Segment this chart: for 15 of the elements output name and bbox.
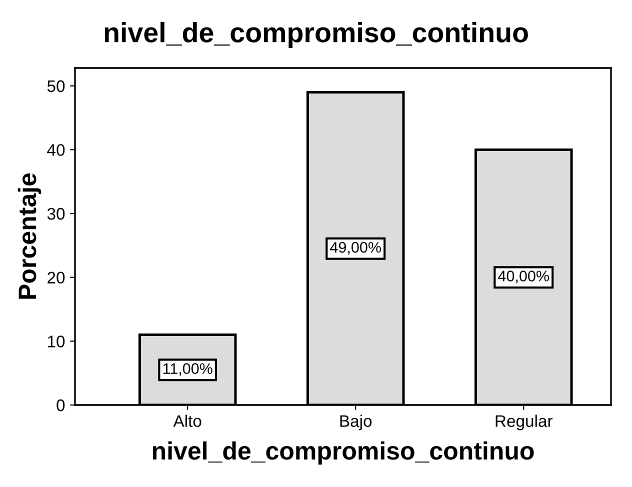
data-label: 49,00% [330,242,381,255]
x-tick-label: Bajo [340,414,372,430]
y-axis-title: Porcentaje [18,173,42,299]
x-tick-label: Regular [496,414,553,430]
y-tick-label: 10 [48,336,65,348]
data-label: 11,00% [163,363,212,376]
x-tick-label: Alto [173,414,202,427]
chart-title: nivel_de_compromiso_continuo [104,22,528,48]
y-tick-label: 0 [56,399,65,412]
y-tick-label: 30 [47,208,65,220]
x-axis-title: nivel_de_compromiso_continuo [152,441,534,465]
y-tick-label: 50 [47,80,65,92]
y-tick-label: 20 [48,272,65,284]
data-label: 40,00% [498,270,549,284]
y-tick-label: 40 [47,144,65,156]
